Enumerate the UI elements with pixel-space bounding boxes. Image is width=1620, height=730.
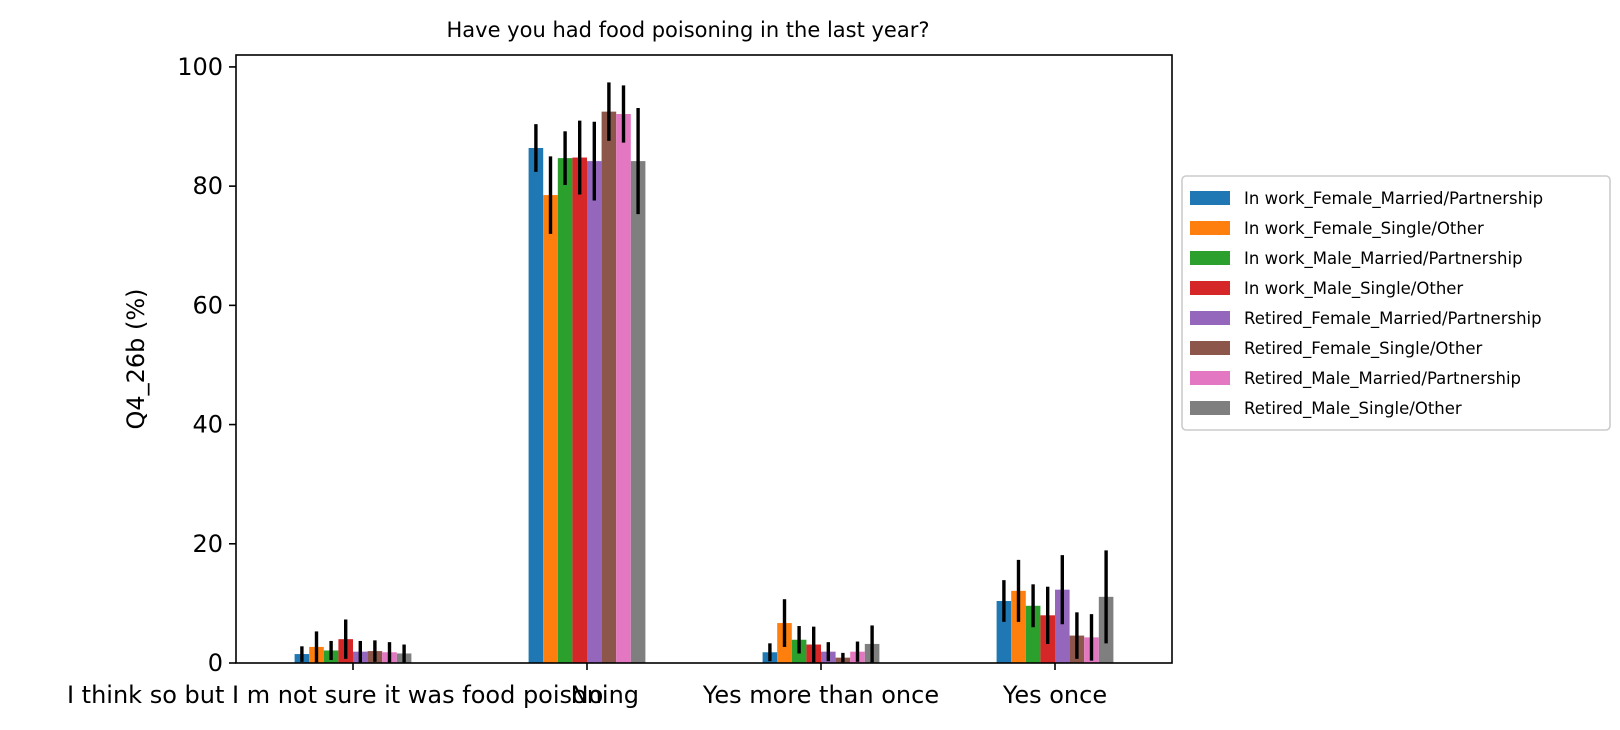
bar [616,114,631,663]
legend-frame [1181,175,1611,431]
bar [587,161,602,663]
legend-swatch [1190,281,1230,295]
bar [996,601,1012,663]
bar [1025,605,1041,663]
x-tick-label: Yes once [1002,681,1107,709]
bar [528,147,544,664]
bar [630,161,646,663]
legend: In work_Female_Married/Partnership In wor… [1181,175,1611,431]
legend-swatch [1190,341,1230,355]
legend-swatch [1190,311,1230,325]
x-tick-label: No [571,681,604,709]
chart-title: Have you had food poisoning in the last … [447,18,930,42]
legend-label: Retired_Female_Married/Partnership [1244,309,1542,329]
bar [601,111,617,663]
y-tick-label: 0 [208,649,223,677]
y-tick-label: 60 [192,291,223,319]
bar [1011,590,1026,663]
y-tick-label: 20 [192,530,223,558]
legend-label: In work_Female_Single/Other [1244,219,1484,239]
bar [1055,589,1070,663]
legend-label: Retired_Male_Married/Partnership [1244,369,1521,389]
legend-label: In work_Male_Married/Partnership [1244,249,1523,269]
y-tick-label: 80 [192,172,223,200]
bar [557,158,573,663]
bar [543,195,558,663]
y-axis-label: Q4_26b (%) [122,288,150,429]
legend-label: Retired_Male_Single/Other [1244,399,1462,419]
y-tick-label: 40 [192,411,223,439]
plot-area: 0 20 40 60 80 100 I think so but I m not sure … [67,53,1173,709]
legend-swatch [1190,221,1230,235]
axes-frame [235,54,1173,664]
x-tick-label: Yes more than once [702,681,939,709]
bar [572,157,587,663]
legend-label: In work_Male_Single/Other [1244,279,1463,299]
legend-swatch [1190,191,1230,205]
legend-swatch [1190,401,1230,415]
legend-label: In work_Female_Married/Partnership [1244,189,1543,209]
legend-label: Retired_Female_Single/Other [1244,339,1482,359]
y-tick-label: 100 [177,53,223,81]
x-tick-label: I think so but I m not sure it was food … [67,681,639,709]
legend-swatch [1190,371,1230,385]
legend-swatch [1190,251,1230,265]
